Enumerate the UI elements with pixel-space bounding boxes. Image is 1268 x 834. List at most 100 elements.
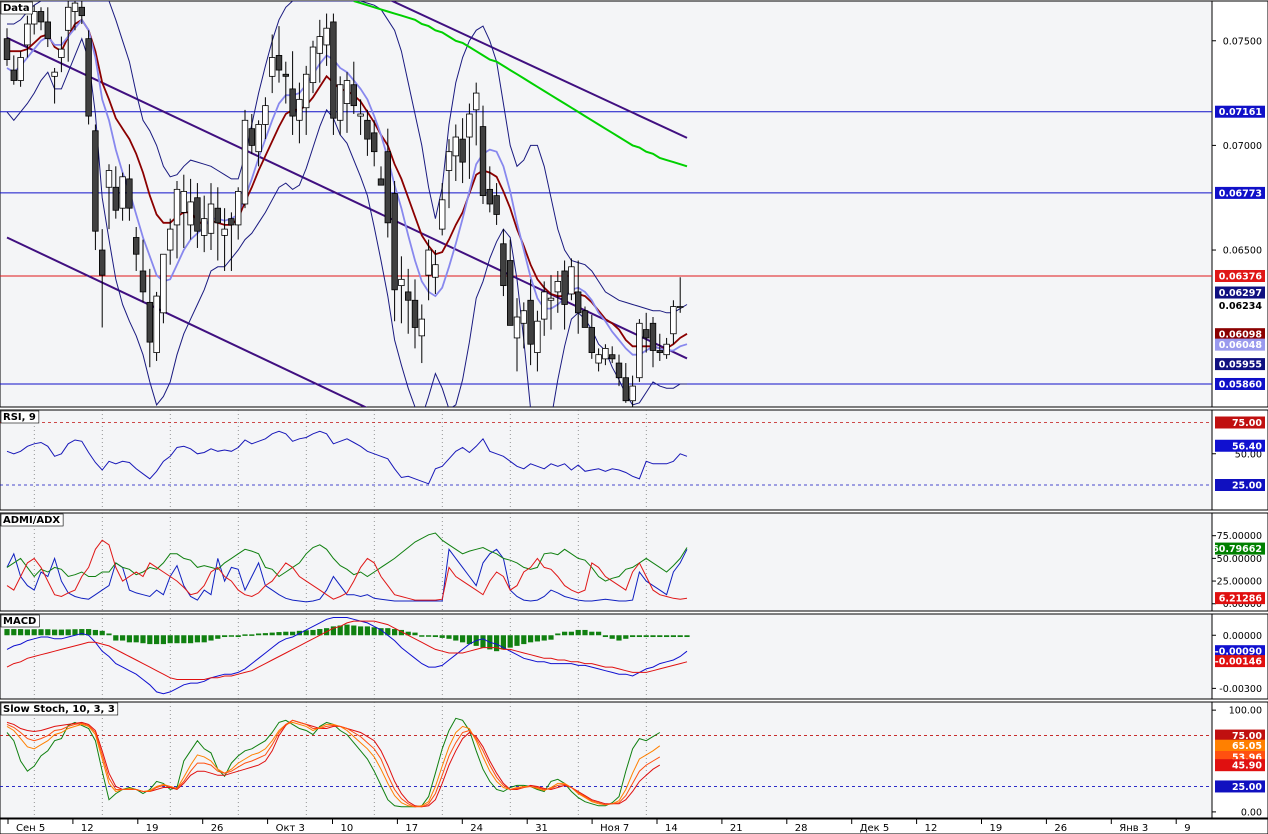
candle[interactable] — [234, 187, 242, 240]
candle[interactable] — [71, 1, 79, 31]
candle[interactable] — [316, 19, 323, 83]
candle[interactable] — [643, 312, 650, 353]
candle[interactable] — [173, 180, 181, 259]
candle[interactable] — [241, 109, 249, 209]
candle[interactable] — [520, 302, 527, 349]
candle[interactable] — [541, 281, 548, 336]
candle[interactable] — [343, 72, 351, 133]
candle[interactable] — [384, 128, 391, 238]
candle[interactable] — [78, 1, 85, 25]
candle[interactable] — [330, 13, 337, 135]
candle[interactable] — [479, 105, 487, 204]
candle[interactable] — [588, 314, 595, 359]
candle[interactable] — [268, 34, 276, 94]
candle[interactable] — [663, 337, 670, 359]
candle[interactable] — [547, 275, 555, 330]
candle[interactable] — [92, 124, 99, 251]
trendline[interactable] — [6, 36, 688, 360]
candle[interactable] — [500, 229, 507, 297]
candle[interactable] — [323, 13, 330, 66]
candle[interactable] — [609, 346, 616, 364]
candle[interactable] — [65, 1, 72, 62]
candle[interactable] — [527, 279, 534, 366]
candle[interactable] — [656, 333, 663, 361]
candle[interactable] — [452, 124, 459, 181]
candle[interactable] — [309, 40, 317, 94]
candle[interactable] — [581, 306, 589, 328]
candle[interactable] — [126, 164, 133, 221]
candle[interactable] — [30, 5, 38, 35]
candle[interactable] — [432, 250, 439, 294]
candle[interactable] — [99, 229, 106, 328]
candle[interactable] — [622, 363, 629, 403]
candle[interactable] — [561, 260, 568, 330]
candle[interactable] — [445, 139, 453, 209]
candle[interactable] — [670, 300, 677, 345]
candle[interactable] — [493, 183, 500, 225]
candle[interactable] — [85, 30, 92, 125]
candle[interactable] — [336, 76, 344, 135]
candle[interactable] — [255, 120, 262, 167]
candle[interactable] — [534, 310, 541, 372]
candle[interactable] — [595, 348, 602, 372]
candle[interactable] — [112, 166, 119, 219]
candle[interactable] — [3, 28, 11, 66]
candle[interactable] — [629, 375, 636, 407]
trendline[interactable] — [7, 0, 688, 139]
candle[interactable] — [472, 82, 480, 146]
candle[interactable] — [377, 166, 385, 186]
candle[interactable] — [370, 120, 378, 167]
candle[interactable] — [296, 82, 303, 144]
candle[interactable] — [404, 268, 412, 334]
candle[interactable] — [248, 114, 255, 154]
candle[interactable] — [17, 51, 24, 87]
candle[interactable] — [438, 183, 446, 236]
candle[interactable] — [119, 172, 126, 221]
candle[interactable] — [160, 253, 167, 324]
candle[interactable] — [132, 227, 140, 271]
candle[interactable] — [146, 268, 153, 368]
candle[interactable] — [411, 279, 419, 349]
candle[interactable] — [649, 317, 657, 368]
candle[interactable] — [214, 187, 221, 261]
candle[interactable] — [58, 36, 65, 73]
candle[interactable] — [459, 118, 466, 184]
candle[interactable] — [636, 319, 643, 382]
trendline[interactable] — [6, 236, 687, 559]
candle[interactable] — [180, 174, 187, 248]
candle[interactable] — [187, 178, 194, 240]
candle[interactable] — [37, 7, 45, 31]
candle[interactable] — [568, 258, 575, 301]
candle[interactable] — [513, 298, 521, 372]
candle[interactable] — [466, 103, 473, 179]
candle[interactable] — [289, 51, 296, 135]
candle[interactable] — [166, 218, 174, 265]
candle[interactable] — [194, 183, 201, 248]
candle[interactable] — [398, 256, 405, 324]
candle[interactable] — [282, 61, 289, 104]
candle[interactable] — [486, 166, 493, 213]
candle[interactable] — [418, 304, 425, 364]
candle[interactable] — [391, 180, 398, 322]
candle[interactable] — [207, 183, 215, 251]
candle[interactable] — [262, 97, 269, 140]
candle[interactable] — [44, 7, 51, 48]
candle[interactable] — [554, 270, 561, 313]
candle[interactable] — [105, 164, 113, 230]
candle[interactable] — [357, 99, 364, 135]
candle[interactable] — [575, 260, 582, 334]
candle[interactable] — [615, 354, 623, 387]
candle[interactable] — [425, 239, 432, 301]
candle[interactable] — [153, 291, 160, 361]
candle[interactable] — [10, 55, 17, 85]
candle[interactable] — [24, 15, 31, 58]
candle[interactable] — [677, 277, 684, 313]
candle[interactable] — [275, 26, 283, 83]
candle[interactable] — [51, 67, 58, 104]
candle[interactable] — [200, 195, 208, 253]
candle[interactable] — [228, 212, 235, 271]
candle[interactable] — [350, 61, 357, 115]
candle[interactable] — [139, 239, 147, 303]
candle[interactable] — [364, 109, 371, 156]
candle[interactable] — [506, 239, 514, 326]
